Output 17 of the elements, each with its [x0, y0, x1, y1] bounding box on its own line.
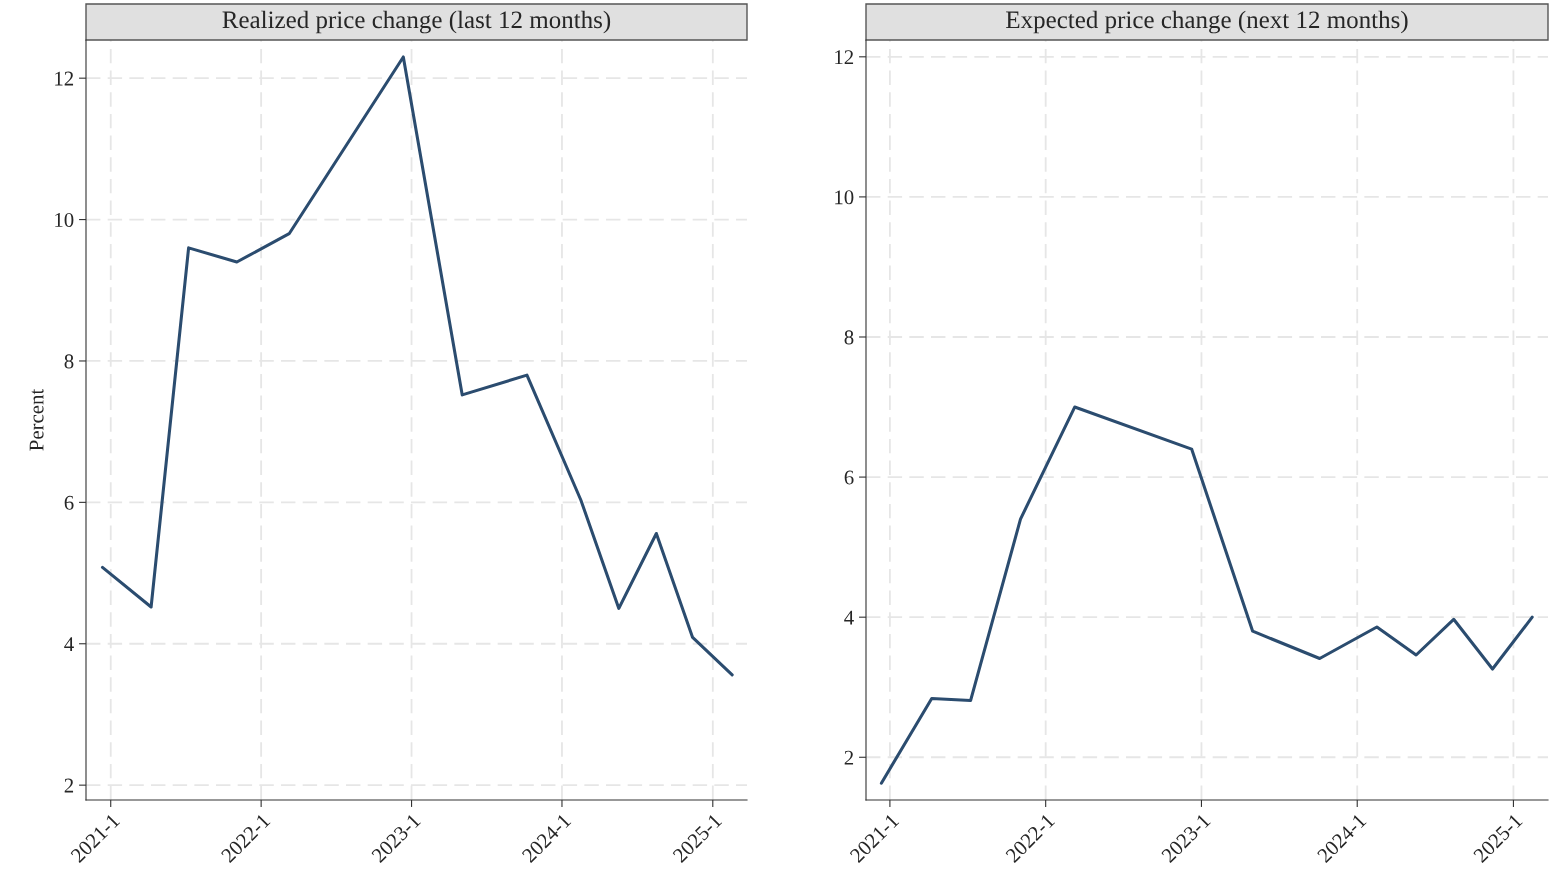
y-tick-label: 2: [64, 778, 74, 793]
chart-title: Expected price change (next 12 months): [1006, 10, 1408, 34]
y-tick-label: 4: [64, 637, 74, 651]
y-tick-label: 10: [835, 190, 854, 205]
y-tick-label: 10: [55, 212, 74, 228]
line-series: [879, 405, 1534, 785]
y-tick-label: 12: [55, 71, 74, 86]
y-axis-title: Percent: [29, 388, 44, 451]
y-tick-label: 8: [64, 354, 74, 369]
y-tick-label: 8: [844, 330, 854, 345]
y-tick-label: 4: [844, 610, 854, 625]
line-series: [100, 55, 734, 677]
chart-title: Realized price change (last 12 months): [222, 10, 611, 34]
y-tick-label: 2: [844, 750, 854, 765]
y-tick-label: 12: [835, 50, 854, 65]
y-tick-label: 6: [64, 495, 74, 510]
y-tick-label: 6: [844, 470, 854, 485]
